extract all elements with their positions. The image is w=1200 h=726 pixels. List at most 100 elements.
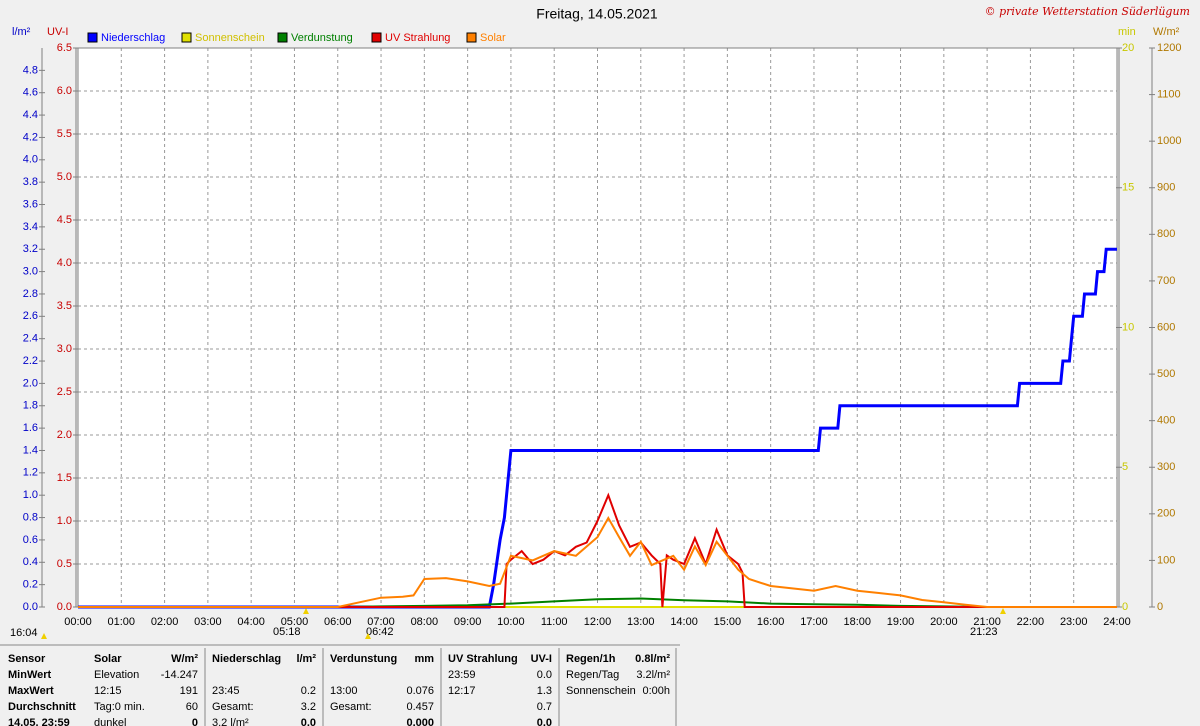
legend-label: Verdunstung <box>291 32 353 44</box>
table-cell: 12:15 <box>94 685 122 697</box>
x-tick-label: 10:00 <box>497 616 525 628</box>
legend-swatch <box>181 32 192 43</box>
y-tick-label: 4.0 <box>57 257 72 269</box>
legend-label: UV Strahlung <box>385 32 450 44</box>
y-tick-label: 1.2 <box>23 467 38 479</box>
legend-swatch <box>466 32 477 43</box>
table-cell: dunkel <box>94 717 126 726</box>
y-tick-label: 0.4 <box>23 556 38 568</box>
table-cell: Tag:0 min. <box>94 701 145 713</box>
y-tick-label: 0.5 <box>57 558 72 570</box>
y-tick-label: 6.0 <box>57 85 72 97</box>
x-tick-label: 23:00 <box>1060 616 1088 628</box>
y-tick-label: 1.0 <box>23 489 38 501</box>
copyright: © private Wetterstation Süderlügum <box>985 5 1190 18</box>
x-tick-label: 17:00 <box>800 616 828 628</box>
y-tick-label: 1.6 <box>23 422 38 434</box>
y-tick-label: 20 <box>1122 42 1134 54</box>
y-tick-label: 4.8 <box>23 64 38 76</box>
table-cell: Sensor <box>8 653 46 665</box>
x-tick-label: 03:00 <box>194 616 222 628</box>
y-tick-label: 3.0 <box>23 266 38 278</box>
x-tick-label: 21:00 <box>973 616 1001 628</box>
table-cell: 0.2 <box>301 685 316 697</box>
axis-unit: UV-I <box>47 26 68 38</box>
table-cell: 0.0 <box>537 717 552 726</box>
table-cell: 1.3 <box>537 685 552 697</box>
table-cell: Elevation <box>94 669 139 681</box>
y-tick-label: 3.4 <box>23 221 38 233</box>
y-tick-label: 4.6 <box>23 87 38 99</box>
chart-title: Freitag, 14.05.2021 <box>536 6 658 22</box>
x-tick-label: 11:00 <box>541 616 568 628</box>
legend-label: Niederschlag <box>101 32 165 44</box>
y-tick-label: 3.0 <box>57 343 72 355</box>
table-cell: 12:17 <box>448 685 476 697</box>
legend-swatch <box>87 32 98 43</box>
y-tick-label: 400 <box>1157 415 1175 427</box>
table-cell: 3.2l/m² <box>636 669 670 681</box>
y-tick-label: 800 <box>1157 228 1175 240</box>
table-cell: 0.8l/m² <box>635 653 670 665</box>
x-tick-label: 12:00 <box>584 616 612 628</box>
table-cell: Regen/1h <box>566 653 616 665</box>
x-tick-label: 05:00 <box>281 616 309 628</box>
x-tick-label: 08:00 <box>411 616 439 628</box>
table-cell: 0:00h <box>642 685 670 697</box>
x-tick-label: 19:00 <box>887 616 915 628</box>
y-tick-label: 2.5 <box>57 386 72 398</box>
sun-marker <box>365 633 371 639</box>
series-line <box>78 515 1117 608</box>
y-tick-label: 100 <box>1157 554 1175 566</box>
y-tick-label: 1.5 <box>57 472 72 484</box>
table-cell: Gesamt: <box>330 701 372 713</box>
y-tick-label: 5.5 <box>57 128 72 140</box>
sun-marker <box>303 608 309 614</box>
x-tick-label: 01:00 <box>108 616 136 628</box>
y-tick-label: 4.0 <box>23 154 38 166</box>
y-tick-label: 0 <box>1157 601 1163 613</box>
x-tick-label: 04:00 <box>237 616 265 628</box>
table-cell: 0.0 <box>301 717 316 726</box>
table-cell: 13:00 <box>330 685 358 697</box>
legend-label: Solar <box>480 32 506 44</box>
x-tick-label: 07:00 <box>367 616 395 628</box>
table-cell: 0.0 <box>537 669 552 681</box>
y-tick-label: 0.2 <box>23 579 38 591</box>
time-annotation: 16:04 <box>10 627 38 639</box>
table-cell: Niederschlag <box>212 653 281 665</box>
y-tick-label: 2.0 <box>57 429 72 441</box>
table-cell: 0.457 <box>406 701 434 713</box>
table-cell: 0.7 <box>537 701 552 713</box>
x-tick-label: 00:00 <box>64 616 92 628</box>
table-cell: Sonnenschein <box>566 685 636 697</box>
y-tick-label: 0 <box>1122 601 1128 613</box>
table-cell: 191 <box>180 685 198 697</box>
table-cell: 3.2 l/m² <box>212 717 249 726</box>
x-tick-label: 09:00 <box>454 616 482 628</box>
y-tick-label: 0.0 <box>57 601 72 613</box>
y-tick-label: 1200 <box>1157 42 1181 54</box>
y-tick-label: 900 <box>1157 182 1175 194</box>
legend-swatch <box>277 32 288 43</box>
legend-label: Sonnenschein <box>195 32 265 44</box>
y-tick-label: 3.2 <box>23 243 38 255</box>
x-tick-label: 16:00 <box>757 616 785 628</box>
y-tick-label: 600 <box>1157 321 1175 333</box>
table-cell: Gesamt: <box>212 701 254 713</box>
axis-unit: min <box>1118 26 1136 38</box>
table-cell: -14.247 <box>161 669 198 681</box>
axis-unit: l/m² <box>12 26 31 38</box>
table-cell: 0.000 <box>406 717 434 726</box>
y-tick-label: 2.8 <box>23 288 38 300</box>
y-tick-label: 3.5 <box>57 300 72 312</box>
y-tick-label: 1000 <box>1157 135 1181 147</box>
y-tick-label: 1100 <box>1157 88 1181 100</box>
y-tick-label: 1.4 <box>23 444 38 456</box>
table-cell: 23:45 <box>212 685 240 697</box>
y-tick-label: 2.4 <box>23 333 38 345</box>
table-cell: MinWert <box>8 669 52 681</box>
legend-swatch <box>371 32 382 43</box>
series-line <box>78 247 1117 609</box>
